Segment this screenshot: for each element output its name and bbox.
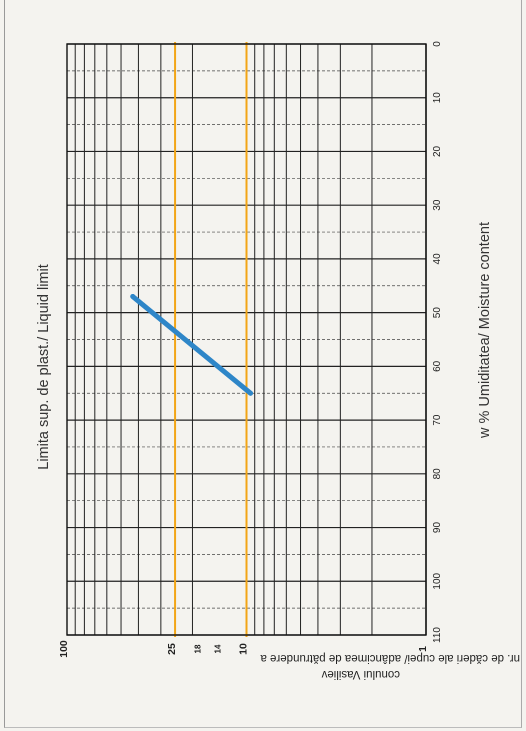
page-border — [4, 0, 522, 728]
x-tick-label: 40 — [432, 253, 443, 265]
x-tick-label: 70 — [432, 414, 443, 426]
x-tick-label: 10 — [432, 92, 443, 104]
plot-frame — [66, 43, 427, 636]
series — [130, 294, 253, 396]
series-point — [130, 294, 136, 300]
x-tick-labels: 0 10 20 30 40 50 60 70 80 90 100 110 — [432, 41, 443, 643]
y-tick-label: 100 — [58, 640, 70, 658]
chart-title: Limita sup. de plast./ Liquid limit — [36, 264, 52, 470]
x-tick-label: 50 — [432, 307, 443, 319]
x-tick-label: 100 — [432, 572, 443, 589]
x-tick-label: 30 — [432, 199, 443, 211]
y-tick-label: 25 — [166, 643, 178, 655]
y-tick-label: 18 — [194, 644, 203, 653]
x-tick-label: 90 — [432, 522, 443, 534]
x-tick-label: 20 — [432, 145, 443, 157]
y-tick-label: 14 — [213, 644, 222, 653]
x-tick-label: 110 — [432, 627, 443, 643]
y-tick-label: 1 — [417, 646, 429, 652]
reference-lines — [174, 42, 248, 637]
y-axis-label-line1: nr. de căderi ale cupei/ adâncimea de pă… — [260, 652, 520, 664]
y-axis-label-line2: conului Vasiliev — [321, 668, 400, 680]
series-point — [247, 390, 253, 396]
y-tick-labels: 1 10 14 18 25 100 — [58, 640, 429, 658]
x-axis-label: w % Umiditatea/ Moisture content — [477, 222, 493, 439]
x-tick-label: 0 — [432, 41, 443, 47]
series-line — [130, 294, 253, 396]
y-tick-label: 10 — [238, 643, 250, 655]
x-tick-label: 60 — [432, 360, 443, 372]
x-tick-label: 80 — [432, 468, 443, 480]
